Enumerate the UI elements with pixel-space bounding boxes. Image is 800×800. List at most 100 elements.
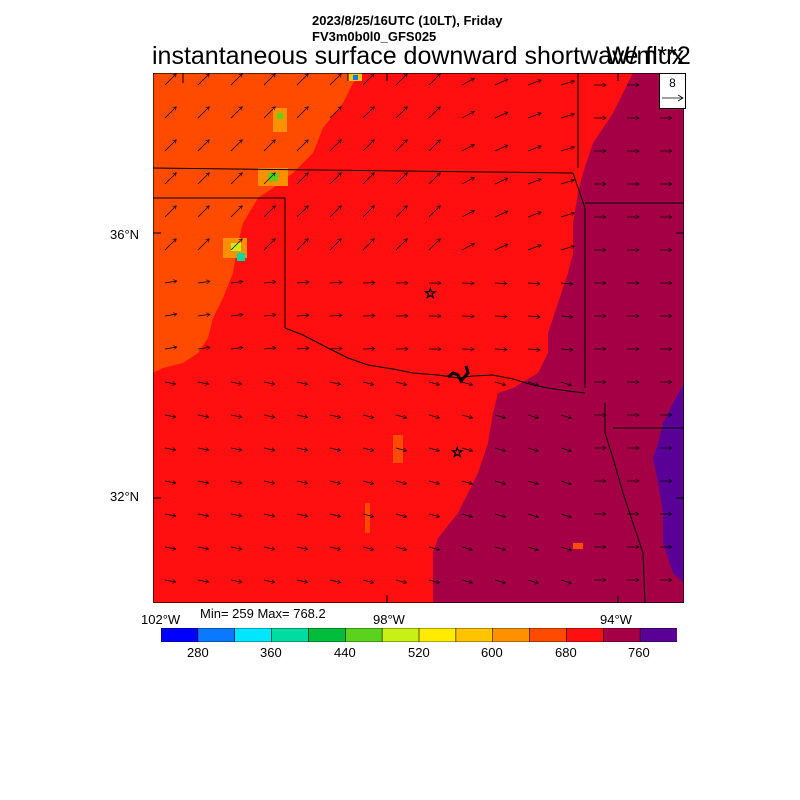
wind-arrow-icon xyxy=(296,173,308,185)
wind-arrow-icon xyxy=(197,382,209,384)
header-model-line: FV3m0b0l0_GFS025 xyxy=(312,29,437,44)
wind-arrow-icon xyxy=(263,74,275,86)
wind-arrow-icon xyxy=(494,480,506,484)
map-title: instantaneous surface downward shortwave… xyxy=(152,42,685,70)
wind-arrow-icon xyxy=(560,546,572,550)
wind-arrow-icon xyxy=(197,140,209,152)
wind-arrow-icon xyxy=(527,513,539,517)
wind-arrow-icon xyxy=(362,414,374,418)
wind-arrow-icon xyxy=(230,74,242,86)
wind-arrow-icon xyxy=(329,481,341,484)
wind-arrow-icon xyxy=(560,213,574,218)
colorbar-swatch xyxy=(602,628,641,642)
axis-ticks xyxy=(153,73,684,603)
wind-arrow-icon xyxy=(461,243,474,251)
wind-arrow-icon xyxy=(461,414,473,418)
colorbar-swatch xyxy=(566,628,605,642)
wind-arrow-icon xyxy=(560,81,574,86)
wind-arrow-icon xyxy=(461,111,474,119)
wind-arrow-icon xyxy=(197,514,209,516)
wind-arrow-icon xyxy=(428,107,440,119)
wind-arrow-icon xyxy=(263,239,275,251)
wind-arrow-icon xyxy=(263,173,275,185)
wind-arrow-icon xyxy=(527,80,541,86)
wind-arrow-icon xyxy=(560,513,572,517)
wind-arrow-icon xyxy=(527,179,541,185)
wind-arrow-icon xyxy=(263,481,275,483)
wind-arrow-icon xyxy=(362,513,374,517)
colorbar-tick-label: 440 xyxy=(334,645,356,660)
wind-arrow-icon xyxy=(494,244,508,251)
wind-arrow-icon xyxy=(527,316,540,317)
wind-arrow-icon xyxy=(395,579,407,583)
wind-arrow-icon xyxy=(494,283,507,284)
wind-arrow-icon xyxy=(197,239,209,251)
wind-arrow-icon xyxy=(494,546,506,550)
purple-field xyxy=(433,73,684,603)
wind-arrow-icon xyxy=(263,514,275,516)
wind-arrow-icon xyxy=(197,347,210,349)
reference-vector-label: 8 xyxy=(669,76,676,90)
wind-arrow-icon xyxy=(230,382,242,384)
wind-arrow-icon xyxy=(428,173,440,185)
wind-arrow-icon xyxy=(329,315,342,316)
wind-arrow-icon xyxy=(461,447,473,451)
wind-arrow-icon xyxy=(296,315,309,316)
wind-arrow-icon xyxy=(329,173,341,185)
wind-arrow-icon xyxy=(263,107,275,119)
colorbar-swatch xyxy=(161,628,199,642)
wind-arrow-icon xyxy=(164,107,176,119)
wind-arrow-icon xyxy=(230,206,242,218)
wind-arrow-icon xyxy=(329,140,341,152)
wind-arrow-icon xyxy=(461,381,473,385)
wind-arrow-icon xyxy=(164,448,176,450)
wind-arrow-icon xyxy=(560,180,574,185)
wind-arrow-icon xyxy=(428,513,440,517)
wind-arrow-icon xyxy=(560,579,572,583)
wind-arrow-icon xyxy=(263,140,275,152)
wind-arrow-icon xyxy=(494,349,507,350)
wind-arrow-icon xyxy=(263,415,275,417)
wind-arrow-icon xyxy=(197,481,209,483)
wind-arrow-icon xyxy=(362,206,374,218)
wind-arrow-icon xyxy=(329,382,341,385)
wind-arrow-icon xyxy=(296,206,308,218)
wind-arrow-icon xyxy=(527,146,541,152)
colorbar-swatch xyxy=(308,628,347,642)
wind-arrow-icon xyxy=(395,140,407,152)
wind-arrow-icon xyxy=(362,74,374,86)
wind-arrow-icon xyxy=(164,481,176,483)
wind-arrow-icon xyxy=(560,316,573,317)
capital-star-ok: ☆ xyxy=(424,286,437,302)
wind-arrow-icon xyxy=(263,348,276,349)
wind-arrow-icon xyxy=(494,513,506,517)
lat-label-36n: 36°N xyxy=(110,227,140,242)
wind-arrow-icon xyxy=(362,140,374,152)
header-date-line: 2023/8/25/16UTC (10LT), Friday xyxy=(312,13,503,28)
wind-arrow-icon xyxy=(263,448,275,450)
wind-arrow-icon xyxy=(329,580,341,583)
wind-arrow-icon xyxy=(428,239,440,251)
wind-arrow-icon xyxy=(296,514,308,516)
wind-arrow-icon xyxy=(296,382,308,384)
reference-vector-arrow-icon xyxy=(662,94,684,102)
wind-arrow-icon xyxy=(164,140,176,152)
wind-arrow-icon xyxy=(164,281,177,283)
colorbar-swatch xyxy=(455,628,494,642)
colorbar-tick-label: 600 xyxy=(481,645,503,660)
wind-arrow-icon xyxy=(296,481,308,483)
wind-arrow-icon xyxy=(395,447,407,451)
wind-arrow-icon xyxy=(230,481,242,483)
wind-arrow-icon xyxy=(395,414,407,418)
wind-arrow-icon xyxy=(560,114,574,119)
wind-arrow-icon xyxy=(527,480,539,484)
wind-arrow-icon xyxy=(230,580,242,582)
wind-arrow-icon xyxy=(230,448,242,450)
wind-arrow-icon xyxy=(197,415,209,417)
wind-arrow-icon xyxy=(164,580,176,582)
wind-arrow-icon xyxy=(329,206,341,218)
wind-arrow-icon xyxy=(494,447,506,451)
wind-arrow-icon xyxy=(164,206,176,218)
cloud-patches xyxy=(223,73,583,549)
wind-arrow-icon xyxy=(197,314,210,316)
